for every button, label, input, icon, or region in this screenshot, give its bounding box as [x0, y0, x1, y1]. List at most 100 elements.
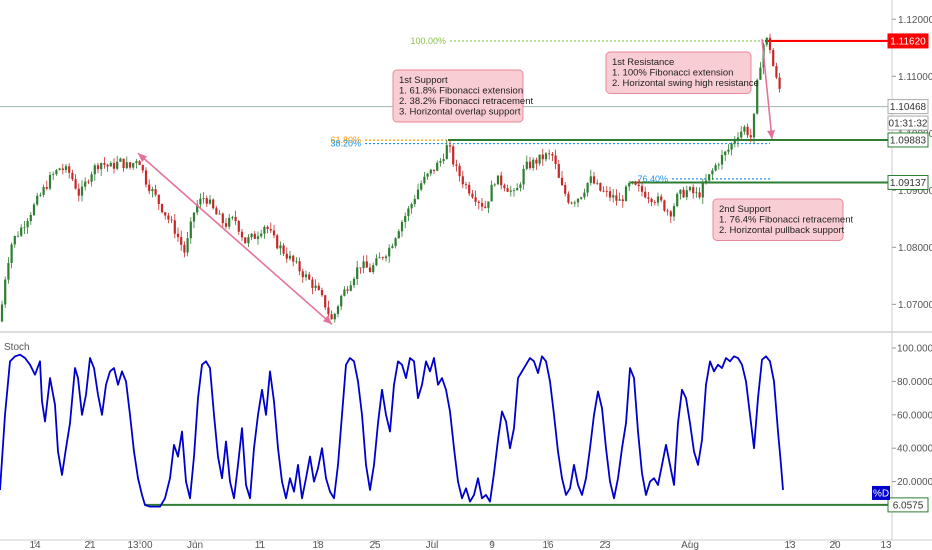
candle-body [128, 162, 132, 168]
candle-body [32, 204, 36, 215]
candle-body [68, 166, 71, 173]
x-tick-label: 16 [542, 540, 554, 550]
candle-body [231, 216, 234, 218]
candle-body [288, 255, 292, 259]
candle-body [26, 221, 29, 228]
candle-body [656, 196, 660, 203]
candle-body [4, 279, 7, 305]
stoch-tick-label: 60.0000 [897, 410, 932, 421]
candle-body [176, 233, 180, 238]
candle-body [352, 278, 356, 286]
candle-body [519, 184, 522, 189]
candle-body [87, 181, 90, 183]
fib-382-label: 38.20% [330, 139, 361, 149]
candle-body [583, 192, 586, 198]
support-2-annotation-text: 2nd Support [719, 204, 771, 215]
x-tick-label: 23 [599, 540, 611, 550]
candle-body [308, 274, 311, 280]
x-tick-label: 18 [312, 540, 324, 550]
candle-body [404, 216, 407, 222]
stoch-level-tag: 6.0575 [893, 500, 924, 511]
fib-764-label: 76.40% [637, 174, 668, 184]
candle-body [212, 199, 215, 209]
candle-body [240, 231, 244, 238]
candle-body [676, 193, 679, 207]
candle-body [666, 210, 669, 212]
candle-body [397, 231, 400, 239]
price-tag-label: 1.10468 [890, 102, 927, 113]
candle-body [503, 185, 506, 189]
drop-arrow-head [767, 129, 775, 139]
candle-body [0, 304, 4, 322]
candle-body [164, 212, 167, 216]
candle-body [704, 180, 708, 184]
candle-body [279, 245, 282, 249]
candle-body [189, 221, 192, 239]
candle-body [173, 220, 176, 234]
support-2-annotation-box [712, 198, 844, 241]
candle-body [394, 238, 397, 247]
candle-body [340, 295, 343, 307]
swing-arrow-tail [138, 153, 147, 163]
candle-body [61, 168, 64, 170]
candle-body [496, 175, 500, 185]
candle-body [256, 236, 260, 239]
candle-body [663, 200, 666, 211]
candle-body [772, 49, 775, 67]
candle-body [506, 188, 509, 192]
stoch-level-tag-box [887, 497, 929, 513]
candle-body [167, 215, 170, 220]
candle-body [16, 235, 20, 237]
candle-body [384, 256, 388, 259]
candle-body [621, 199, 624, 202]
price-tick-label: 1.07000 [898, 300, 932, 311]
candle-body [768, 37, 772, 50]
candle-body [560, 177, 564, 186]
candle-body [746, 126, 749, 136]
candle-body [333, 313, 336, 320]
candle-body [375, 258, 378, 266]
candle-body [42, 187, 45, 195]
resistance-1-annotation-text: 1st Resistance [612, 57, 674, 68]
candle-body [74, 179, 77, 189]
candle-body [605, 190, 608, 192]
price-tag-label: 1.11620 [890, 36, 926, 47]
candle-body [532, 159, 535, 168]
candle-body [586, 182, 589, 193]
candle-body [413, 198, 416, 205]
candle-body [263, 226, 266, 234]
candle-body [250, 233, 253, 238]
candle-body [100, 163, 103, 170]
x-tick-label: 20 [829, 540, 841, 550]
candle-body [423, 176, 426, 184]
candle-body [186, 238, 189, 253]
candle-body [778, 77, 781, 89]
candle-body [304, 274, 308, 278]
candle-body [628, 183, 631, 187]
candle-body [464, 184, 468, 186]
candle-body [349, 285, 352, 291]
candle-body [135, 161, 138, 164]
candle-body [301, 271, 304, 278]
price-tick-label: 1.12000 [898, 15, 932, 26]
price-tag-label: 1.09883 [890, 135, 927, 146]
candle-body [615, 195, 618, 201]
candle-body [247, 237, 250, 244]
candle-body [516, 188, 519, 191]
stoch-tick-label: 100.0000 [897, 344, 932, 355]
candle-body [64, 166, 68, 170]
candle-body [260, 233, 263, 237]
candle-body [717, 164, 720, 166]
x-tick-label: 13:00 [127, 540, 152, 550]
candle-body [320, 290, 324, 296]
candle-body [55, 170, 58, 175]
candle-body [740, 131, 743, 138]
stoch-series-tag: %D [873, 488, 889, 499]
candle-body [720, 155, 724, 165]
candle-body [141, 165, 144, 171]
candle-body [484, 206, 487, 208]
candle-body [596, 182, 599, 184]
candle-body [103, 163, 106, 165]
support-2-annotation-text: 1. 76.4% Fibonacci retracement [719, 215, 853, 226]
